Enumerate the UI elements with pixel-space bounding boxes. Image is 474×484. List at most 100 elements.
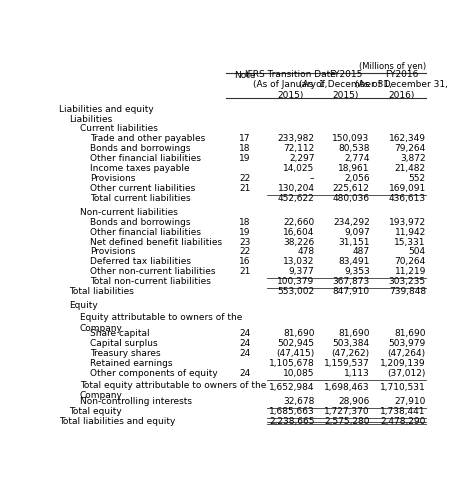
Text: 18: 18: [239, 144, 251, 153]
Text: 3,872: 3,872: [400, 154, 426, 163]
Text: 19: 19: [239, 154, 251, 163]
Text: Treasury shares: Treasury shares: [90, 349, 161, 358]
Text: 303,235: 303,235: [389, 277, 426, 286]
Text: 1,710,531: 1,710,531: [380, 383, 426, 392]
Text: 18: 18: [239, 218, 251, 227]
Text: 81,690: 81,690: [394, 330, 426, 338]
Text: Non-current liabilities: Non-current liabilities: [80, 208, 178, 217]
Text: 1,727,370: 1,727,370: [324, 407, 370, 416]
Text: Other financial liabilities: Other financial liabilities: [90, 227, 201, 237]
Text: 367,873: 367,873: [332, 277, 370, 286]
Text: 1,113: 1,113: [344, 369, 370, 378]
Text: Share capital: Share capital: [90, 330, 150, 338]
Text: 24: 24: [239, 349, 250, 358]
Text: (37,012): (37,012): [387, 369, 426, 378]
Text: 150,093: 150,093: [332, 135, 370, 143]
Text: 11,942: 11,942: [395, 227, 426, 237]
Text: 16,604: 16,604: [283, 227, 315, 237]
Text: 1,652,984: 1,652,984: [269, 383, 315, 392]
Text: 452,622: 452,622: [278, 194, 315, 203]
Text: Note: Note: [234, 71, 255, 80]
Text: Trade and other payables: Trade and other payables: [90, 135, 205, 143]
Text: 1,209,139: 1,209,139: [380, 359, 426, 368]
Text: Total non-current liabilities: Total non-current liabilities: [90, 277, 211, 286]
Text: 1,738,441: 1,738,441: [380, 407, 426, 416]
Text: 234,292: 234,292: [333, 218, 370, 227]
Text: 504: 504: [409, 247, 426, 257]
Text: 480,036: 480,036: [333, 194, 370, 203]
Text: Deferred tax liabilities: Deferred tax liabilities: [90, 257, 191, 266]
Text: Income taxes payable: Income taxes payable: [90, 164, 190, 173]
Text: 81,690: 81,690: [338, 330, 370, 338]
Text: 9,353: 9,353: [344, 267, 370, 276]
Text: 18,961: 18,961: [338, 164, 370, 173]
Text: Other current liabilities: Other current liabilities: [90, 184, 195, 193]
Text: (47,262): (47,262): [331, 349, 370, 358]
Text: Equity: Equity: [70, 301, 98, 310]
Text: 70,264: 70,264: [395, 257, 426, 266]
Text: 72,112: 72,112: [283, 144, 315, 153]
Text: 1,698,463: 1,698,463: [324, 383, 370, 392]
Text: 31,151: 31,151: [338, 238, 370, 246]
Text: 552: 552: [409, 174, 426, 183]
Text: 233,982: 233,982: [278, 135, 315, 143]
Text: FY2016
(As of December 31,
2016): FY2016 (As of December 31, 2016): [355, 70, 448, 100]
Text: 83,491: 83,491: [338, 257, 370, 266]
Text: 225,612: 225,612: [333, 184, 370, 193]
Text: 9,097: 9,097: [344, 227, 370, 237]
Text: (Millions of yen): (Millions of yen): [359, 62, 426, 71]
Text: Total liabilities: Total liabilities: [70, 287, 135, 296]
Text: 13,032: 13,032: [283, 257, 315, 266]
Text: 162,349: 162,349: [389, 135, 426, 143]
Text: 1,159,537: 1,159,537: [324, 359, 370, 368]
Text: Other financial liabilities: Other financial liabilities: [90, 154, 201, 163]
Text: 22: 22: [239, 247, 250, 257]
Text: 24: 24: [239, 339, 250, 348]
Text: FY2015
(As of December 31,
2015): FY2015 (As of December 31, 2015): [300, 70, 392, 100]
Text: Total equity attributable to owners of the
Company: Total equity attributable to owners of t…: [80, 381, 266, 400]
Text: Bonds and borrowings: Bonds and borrowings: [90, 218, 191, 227]
Text: Other components of equity: Other components of equity: [90, 369, 218, 378]
Text: Provisions: Provisions: [90, 247, 136, 257]
Text: IFRS Transition Date
(As of January 1,
2015): IFRS Transition Date (As of January 1, 2…: [245, 70, 336, 100]
Text: Non-controlling interests: Non-controlling interests: [80, 397, 192, 406]
Text: 21: 21: [239, 267, 250, 276]
Text: 23: 23: [239, 238, 250, 246]
Text: Total current liabilities: Total current liabilities: [90, 194, 191, 203]
Text: Retained earnings: Retained earnings: [90, 359, 173, 368]
Text: 27,910: 27,910: [394, 397, 426, 406]
Text: 22,660: 22,660: [283, 218, 315, 227]
Text: 193,972: 193,972: [389, 218, 426, 227]
Text: 81,690: 81,690: [283, 330, 315, 338]
Text: 38,226: 38,226: [283, 238, 315, 246]
Text: 28,906: 28,906: [338, 397, 370, 406]
Text: –: –: [310, 174, 315, 183]
Text: 79,264: 79,264: [395, 144, 426, 153]
Text: 11,219: 11,219: [394, 267, 426, 276]
Text: Capital surplus: Capital surplus: [90, 339, 158, 348]
Text: 19: 19: [239, 227, 251, 237]
Text: Equity attributable to owners of the
Company: Equity attributable to owners of the Com…: [80, 313, 242, 333]
Text: Bonds and borrowings: Bonds and borrowings: [90, 144, 191, 153]
Text: 80,538: 80,538: [338, 144, 370, 153]
Text: 502,945: 502,945: [278, 339, 315, 348]
Text: 847,910: 847,910: [333, 287, 370, 296]
Text: 24: 24: [239, 330, 250, 338]
Text: 2,297: 2,297: [289, 154, 315, 163]
Text: 21,482: 21,482: [395, 164, 426, 173]
Text: Total liabilities and equity: Total liabilities and equity: [59, 417, 176, 426]
Text: 739,848: 739,848: [389, 287, 426, 296]
Text: Net defined benefit liabilities: Net defined benefit liabilities: [90, 238, 222, 246]
Text: Provisions: Provisions: [90, 174, 136, 183]
Text: 130,204: 130,204: [278, 184, 315, 193]
Text: 436,613: 436,613: [389, 194, 426, 203]
Text: 169,091: 169,091: [389, 184, 426, 193]
Text: Other non-current liabilities: Other non-current liabilities: [90, 267, 216, 276]
Text: Current liabilities: Current liabilities: [80, 124, 158, 134]
Text: (47,415): (47,415): [276, 349, 315, 358]
Text: 24: 24: [239, 369, 250, 378]
Text: 16: 16: [239, 257, 251, 266]
Text: 1,685,663: 1,685,663: [269, 407, 315, 416]
Text: 21: 21: [239, 184, 250, 193]
Text: Liabilities: Liabilities: [70, 115, 113, 123]
